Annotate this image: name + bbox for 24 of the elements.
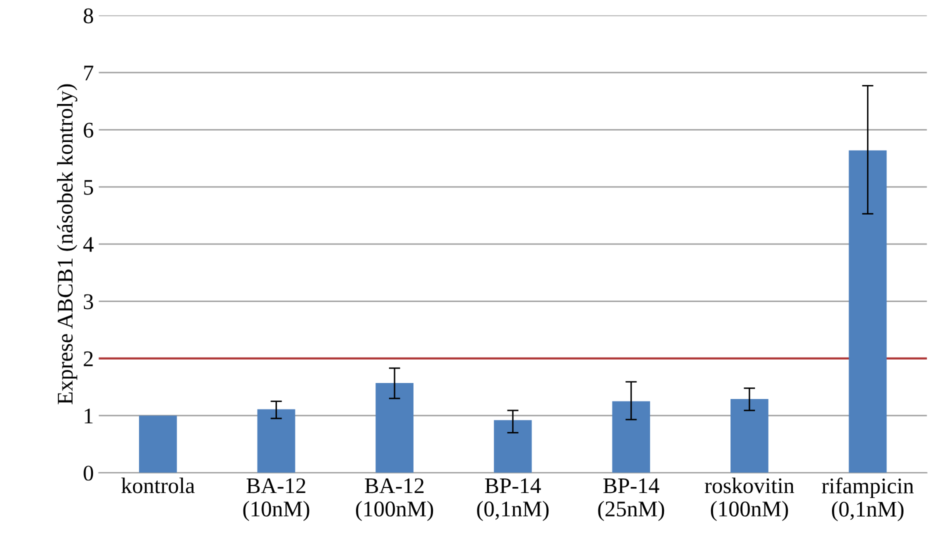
y-tick-label: 6 (84, 122, 94, 138)
y-tick-label: 5 (84, 180, 94, 195)
bar (494, 420, 532, 473)
x-tick-label: BA-12 (10nM) (243, 478, 310, 522)
y-tick-label: 2 (84, 351, 93, 366)
y-tick-label: 1 (84, 408, 93, 424)
y-axis-title: Exprese ABCB1 (násobek kontroly) (57, 84, 78, 404)
x-tick-label: roskovitin (100nM) (704, 478, 794, 522)
y-tick-label: 8 (84, 8, 94, 24)
y-tick-label: 3 (84, 294, 94, 310)
bar (730, 399, 768, 473)
x-tick-label: rifampicin (0,1nM) (822, 478, 914, 522)
y-tick-label: 0 (84, 466, 94, 481)
x-tick-label: kontrola (121, 478, 195, 494)
bar (139, 416, 177, 473)
bar (612, 401, 650, 473)
bar (257, 409, 296, 473)
bar (848, 150, 887, 473)
x-tick-label: BP-14 (0,1nM) (477, 478, 549, 522)
y-tick-label: 7 (84, 66, 94, 80)
x-tick-label: BP-14 (25nM) (598, 478, 664, 522)
y-tick-label: 4 (83, 237, 94, 252)
x-tick-label: BA-12 (100nM) (356, 478, 434, 522)
bar (376, 383, 414, 473)
